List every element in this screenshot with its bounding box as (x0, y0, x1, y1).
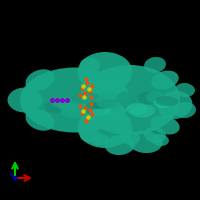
Ellipse shape (120, 131, 140, 145)
Ellipse shape (91, 134, 109, 146)
Ellipse shape (92, 99, 118, 109)
Ellipse shape (122, 100, 140, 110)
Ellipse shape (61, 106, 89, 118)
Ellipse shape (80, 65, 180, 135)
Ellipse shape (8, 88, 42, 112)
Ellipse shape (85, 102, 105, 116)
Ellipse shape (105, 135, 135, 155)
Ellipse shape (174, 102, 196, 118)
Ellipse shape (144, 57, 166, 73)
Ellipse shape (59, 103, 81, 113)
Ellipse shape (96, 95, 124, 109)
Ellipse shape (131, 104, 155, 118)
Ellipse shape (90, 108, 110, 116)
Ellipse shape (25, 109, 55, 131)
Ellipse shape (20, 68, 130, 132)
Ellipse shape (151, 134, 169, 146)
Ellipse shape (147, 91, 163, 103)
Ellipse shape (53, 97, 77, 109)
Ellipse shape (144, 127, 166, 143)
Ellipse shape (156, 96, 178, 106)
Ellipse shape (150, 115, 180, 135)
Ellipse shape (138, 91, 160, 105)
Ellipse shape (25, 69, 55, 91)
Ellipse shape (71, 92, 99, 104)
Ellipse shape (80, 94, 100, 106)
Ellipse shape (116, 91, 134, 105)
Ellipse shape (128, 131, 162, 153)
Ellipse shape (151, 71, 179, 89)
Ellipse shape (153, 100, 169, 108)
Ellipse shape (49, 94, 71, 108)
Ellipse shape (80, 128, 100, 142)
Ellipse shape (78, 108, 132, 148)
Ellipse shape (78, 52, 132, 92)
Ellipse shape (127, 103, 147, 115)
Ellipse shape (71, 100, 89, 110)
Ellipse shape (158, 91, 192, 119)
Ellipse shape (80, 58, 100, 72)
Ellipse shape (45, 101, 65, 113)
Ellipse shape (175, 83, 195, 97)
